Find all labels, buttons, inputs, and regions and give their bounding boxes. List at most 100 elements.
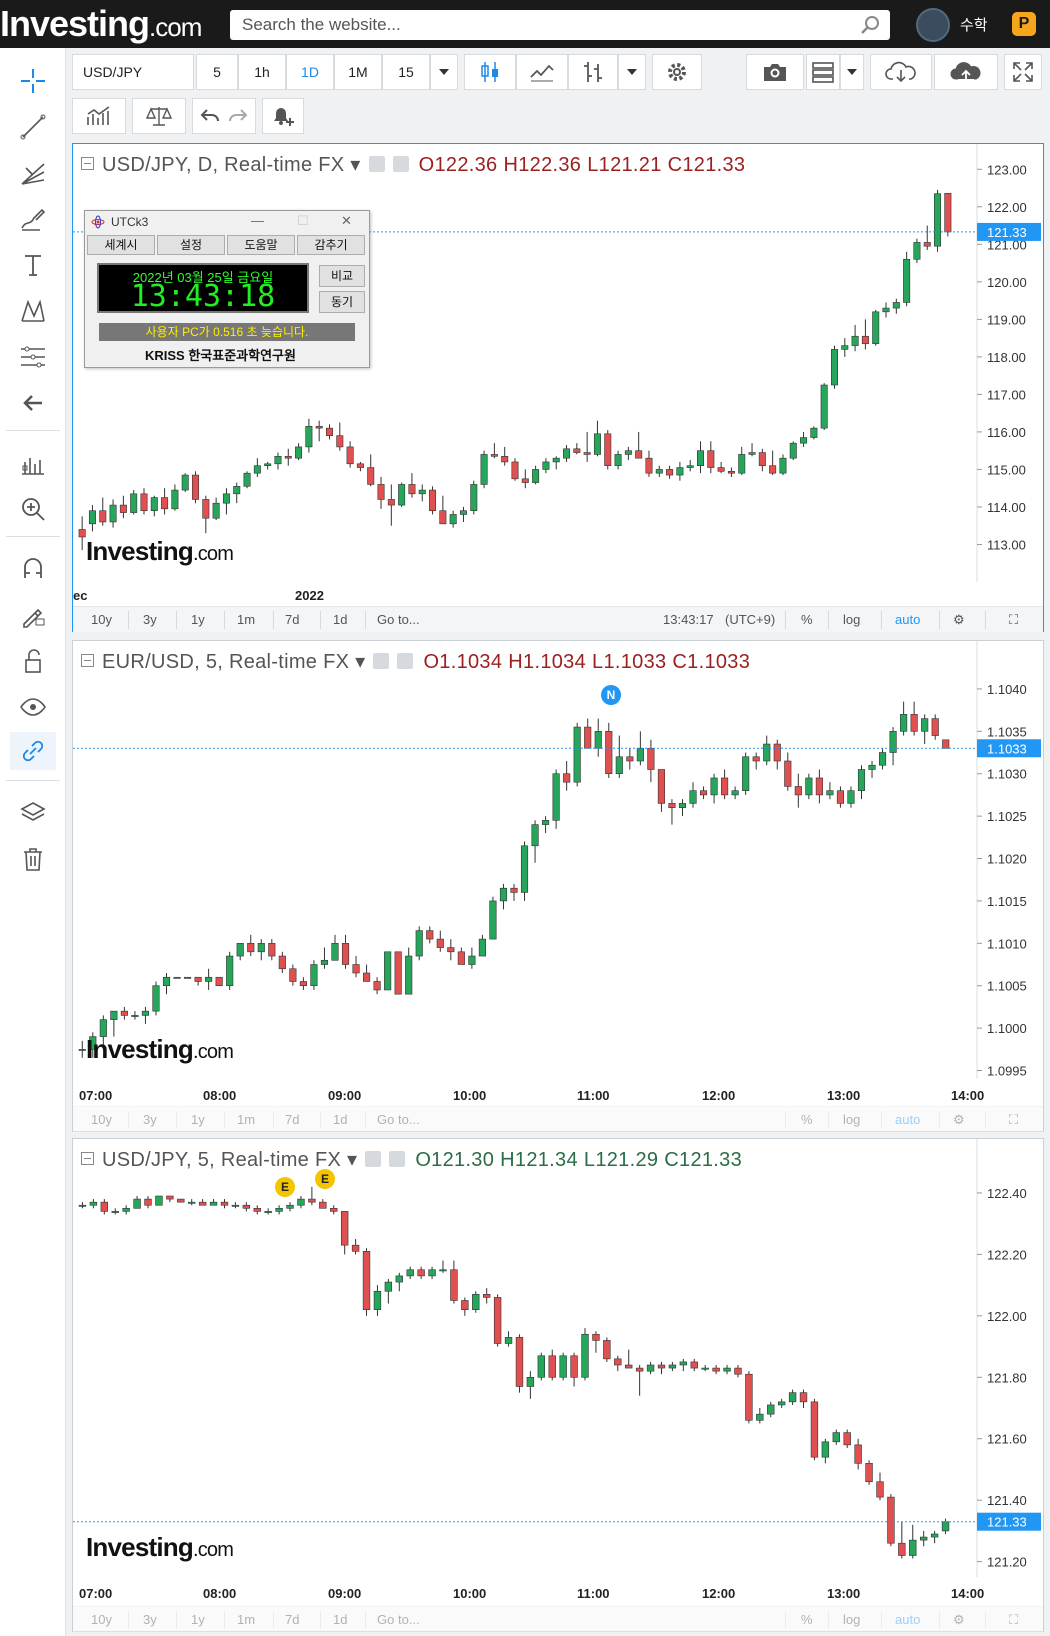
layout-dropdown[interactable] [840,54,864,90]
measure-icon[interactable] [10,444,56,482]
chart-settings-button[interactable] [652,54,702,90]
price-chart-usdjpy-daily[interactable]: 113.00 114.00 115.00 116.00 117.00 118.00 119.… [73,144,1043,582]
range-1y[interactable]: 1y [191,1612,205,1627]
range-10y[interactable]: 10y [91,1112,112,1127]
earnings-event-marker[interactable]: E [275,1177,295,1197]
chart-properties-icon[interactable]: ⚙ [953,612,965,627]
unlock-icon[interactable] [10,642,56,680]
maximize-icon[interactable]: ⛶ [1009,612,1019,627]
help-button[interactable]: 도움말 [227,235,295,255]
collapse-icon[interactable] [81,1152,94,1165]
user-name[interactable]: 수학 [960,17,988,34]
crosshair-icon[interactable] [10,62,56,100]
settings-icon[interactable] [397,653,414,669]
range-1m[interactable]: 1m [237,1612,256,1627]
eye-icon[interactable] [10,688,56,726]
interval-1h[interactable]: 1h [238,54,286,90]
user-avatar[interactable] [916,8,950,42]
percent-scale-button[interactable]: % [801,1612,813,1627]
percent-scale-button[interactable]: % [801,612,813,627]
search-icon[interactable] [860,15,880,35]
candles-chart-type-button[interactable] [464,54,516,90]
line-chart-type-button[interactable] [516,54,568,90]
collapse-icon[interactable] [81,157,94,170]
chart-title[interactable]: USD/JPY, 5, Real-time FX [102,1149,342,1171]
auto-scale-button[interactable]: auto [895,612,921,627]
fib-retracement-icon[interactable] [10,338,56,376]
goto-button[interactable]: Go to... [377,1612,420,1627]
text-tool-icon[interactable] [10,246,56,284]
price-chart-eurusd-5m[interactable]: 1.0995 1.1000 1.1005 1.1010 1.1015 1.1020 1.10… [73,641,1043,1079]
minimize-icon[interactable]: — [251,213,264,228]
price-chart-usdjpy-5m[interactable]: 121.20 121.40 121.60 121.80 122.00 122.20 122.… [73,1139,1043,1577]
magnet-icon[interactable] [10,550,56,588]
chart-panel-usdjpy-5m[interactable]: USD/JPY, 5, Real-time FX ▾ O121.30 H121.34… [72,1138,1044,1632]
chart-properties-icon[interactable]: ⚙ [953,1612,965,1627]
collapse-icon[interactable] [81,654,94,667]
screenshot-button[interactable] [746,54,804,90]
maximize-icon[interactable]: ⛶ [1009,1612,1019,1627]
back-arrow-icon[interactable] [10,384,56,422]
visibility-icon[interactable] [368,156,385,172]
bars-chart-type-button[interactable] [568,54,618,90]
range-7d[interactable]: 7d [285,1112,300,1127]
download-chart-button[interactable] [870,54,932,90]
range-1d[interactable]: 1d [333,612,348,627]
interval-dropdown[interactable] [430,54,458,90]
sync-time-button[interactable]: 동기 [319,291,365,313]
layout-button[interactable] [806,54,840,90]
trash-icon[interactable] [10,840,56,878]
range-7d[interactable]: 7d [285,612,300,627]
range-3y[interactable]: 3y [143,612,157,627]
goto-button[interactable]: Go to... [377,612,420,627]
pattern-icon[interactable] [10,292,56,330]
visibility-icon[interactable] [373,653,390,669]
auto-scale-button[interactable]: auto [895,1112,921,1127]
world-time-button[interactable]: 세계시 [87,235,155,255]
range-1d[interactable]: 1d [333,1112,348,1127]
log-scale-button[interactable]: log [843,1612,861,1627]
goto-button[interactable]: Go to... [377,1112,420,1127]
chart-title[interactable]: USD/JPY, D, Real-time FX [102,154,345,176]
close-icon[interactable]: ✕ [341,213,352,228]
range-3y[interactable]: 3y [143,1112,157,1127]
percent-scale-button[interactable]: % [801,1112,813,1127]
range-1m[interactable]: 1m [237,612,256,627]
fullscreen-button[interactable] [1004,54,1042,90]
utck3-window[interactable]: UTCk3 — ☐ ✕ 세계시 설정 도움말 감추기 2022년 03월 25일… [84,210,370,368]
search-input[interactable]: Search the website... [230,10,890,40]
chart-title[interactable]: EUR/USD, 5, Real-time FX [102,651,350,673]
earnings-event-marker[interactable]: E [315,1169,335,1189]
maximize-icon[interactable]: ⛶ [1009,1112,1019,1127]
news-event-marker[interactable]: N [601,685,621,705]
visibility-icon[interactable] [365,1151,382,1167]
interval-1m[interactable]: 1M [334,54,382,90]
link-icon[interactable] [10,732,56,770]
interval-1d[interactable]: 1D [286,54,334,90]
layers-icon[interactable] [10,794,56,832]
chart-panel-eurusd-5m[interactable]: EUR/USD, 5, Real-time FX ▾ O1.1034 H1.1034… [72,640,1044,1132]
compare-time-button[interactable]: 비교 [319,265,365,287]
chart-timezone[interactable]: (UTC+9) [725,612,776,627]
interval-5[interactable]: 5 [196,54,238,90]
settings-button[interactable]: 설정 [157,235,225,255]
gann-fan-icon[interactable] [10,154,56,192]
redo-icon[interactable] [227,107,249,125]
range-7d[interactable]: 7d [285,1612,300,1627]
pro-badge-icon[interactable]: P [1012,12,1036,36]
range-3y[interactable]: 3y [143,1612,157,1627]
auto-scale-button[interactable]: auto [895,1612,921,1627]
undo-icon[interactable] [199,107,221,125]
settings-icon[interactable] [392,156,409,172]
range-1d[interactable]: 1d [333,1612,348,1627]
log-scale-button[interactable]: log [843,612,861,627]
log-scale-button[interactable]: log [843,1112,861,1127]
chart-panel-usdjpy-daily[interactable]: USD/JPY, D, Real-time FX ▾ O122.36 H122.36… [72,143,1044,632]
symbol-selector[interactable]: USD/JPY [72,54,194,90]
alert-button[interactable] [262,98,304,134]
range-10y[interactable]: 10y [91,612,112,627]
range-1y[interactable]: 1y [191,1112,205,1127]
maximize-window-icon[interactable]: ☐ [297,213,309,228]
brush-icon[interactable] [10,200,56,238]
chart-type-dropdown[interactable] [618,54,646,90]
